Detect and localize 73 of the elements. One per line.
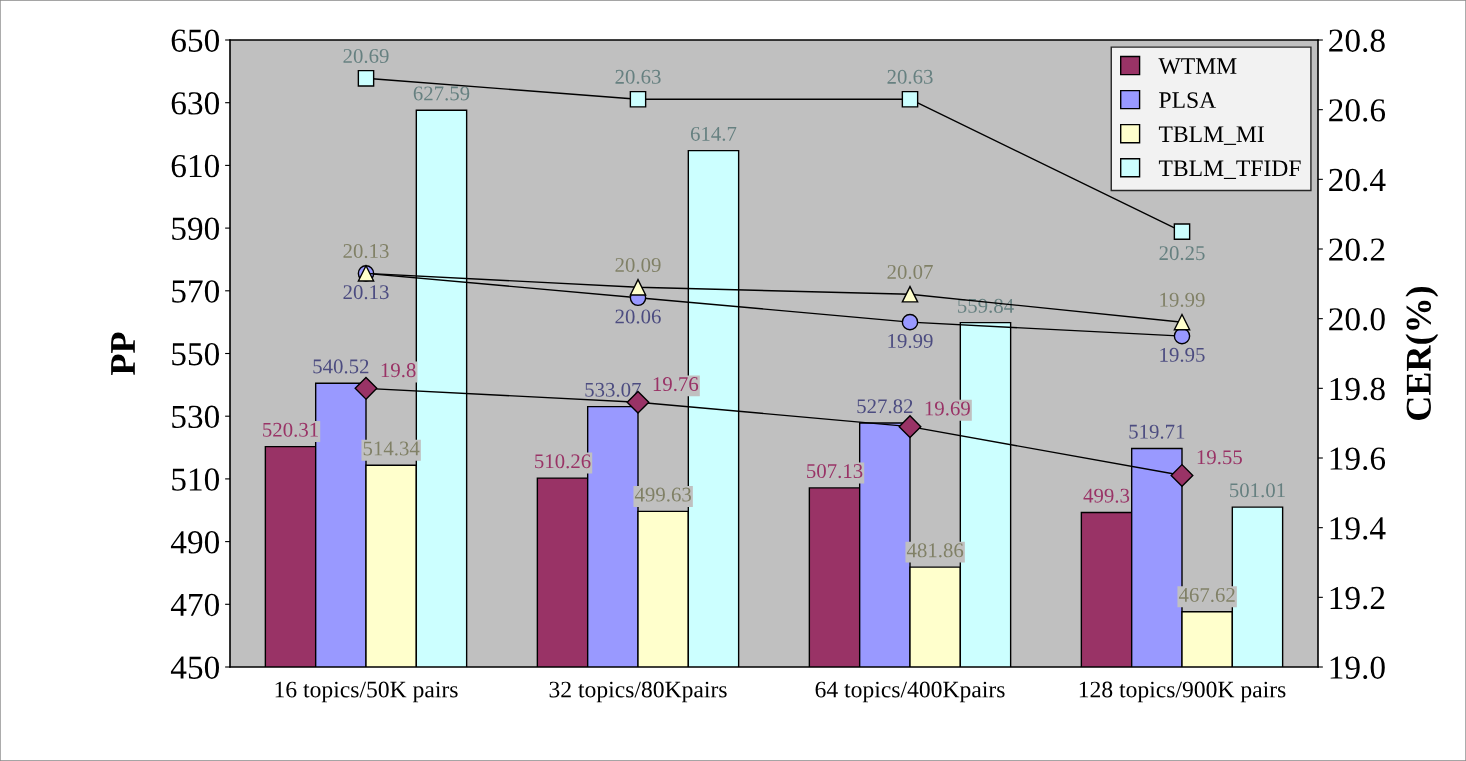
data-label: 507.13	[807, 464, 863, 479]
y-tick-label: 550	[172, 342, 220, 366]
data-label: 19.8	[381, 363, 416, 378]
data-label: 19.99	[888, 333, 933, 349]
y-tick-label: 610	[171, 154, 220, 178]
y2-tick-label: 19.0	[1330, 656, 1385, 680]
legend-label: WTMM	[1158, 58, 1237, 75]
data-label: 20.09	[615, 257, 661, 273]
y-tick-label: 470	[170, 593, 220, 617]
data-label: 499.3	[1083, 488, 1130, 503]
legend-label: TBLM_MI	[1158, 126, 1264, 145]
legend-label: PLSA	[1159, 92, 1217, 109]
legend-label: TBLM_TFIDF	[1158, 160, 1301, 180]
point	[629, 90, 647, 108]
data-label: 499.63	[634, 487, 691, 502]
y-tick-label: 570	[172, 280, 220, 303]
data-label: 20.69	[343, 48, 389, 64]
y-tick-label: 650	[171, 29, 220, 52]
data-label: 19.76	[653, 377, 699, 392]
point	[898, 415, 922, 439]
x-tick-label: 64 topics/400Kpairs	[815, 681, 1005, 703]
y2-tick-label: 19.8	[1330, 377, 1385, 401]
x-tick-label: 128 topics/900K pairs	[1079, 681, 1286, 703]
data-label: 514.34	[363, 441, 420, 456]
data-label: 627.59	[413, 86, 470, 101]
y2-tick-label: 19.6	[1330, 447, 1386, 471]
y2-tick-label: 20.6	[1329, 99, 1386, 122]
point	[901, 313, 919, 331]
point	[1170, 463, 1194, 487]
y2-tick-label: 20.4	[1329, 168, 1386, 192]
point	[629, 278, 647, 296]
data-label: 510.26	[535, 454, 591, 469]
data-label: 467.62	[1178, 587, 1235, 603]
data-label: 19.99	[1160, 292, 1205, 307]
data-label: 501.01	[1230, 483, 1285, 498]
point	[1173, 313, 1191, 331]
y2-tick-label: 20.8	[1329, 29, 1385, 53]
data-label: 20.07	[887, 264, 933, 280]
data-label: 533.07	[585, 382, 641, 397]
data-label: 520.31	[263, 422, 318, 437]
point	[901, 90, 919, 108]
data-label: 519.71	[1129, 424, 1185, 439]
data-label: 527.82	[857, 399, 913, 414]
data-label: 20.63	[615, 69, 661, 84]
data-label: 20.63	[887, 69, 933, 84]
x-tick-label: 16 topics/50K pairs	[275, 681, 458, 703]
data-label: 19.69	[925, 401, 970, 416]
y2-axis-title: CER(%)	[1405, 286, 1439, 420]
data-label: 20.25	[1159, 246, 1205, 261]
y-tick-label: 590	[172, 217, 220, 240]
data-label: 20.13	[343, 285, 389, 300]
data-label: 19.95	[1160, 347, 1205, 362]
data-label: 614.7	[690, 126, 737, 141]
point	[901, 285, 919, 303]
data-label: 481.86	[906, 543, 964, 558]
y-tick-label: 630	[171, 92, 220, 115]
y2-tick-label: 20.2	[1329, 238, 1385, 262]
y-tick-label: 490	[170, 531, 220, 554]
y-tick-label: 450	[170, 656, 220, 679]
x-tick-label: 32 topics/80Kpairs	[549, 681, 727, 703]
point	[1173, 223, 1191, 240]
y2-tick-label: 20.0	[1329, 308, 1385, 331]
point	[354, 376, 378, 400]
y-axis-title: PP	[111, 332, 135, 375]
point	[357, 69, 375, 87]
data-label: 540.52	[313, 359, 369, 374]
data-label: 19.55	[1197, 450, 1242, 465]
y-tick-label: 510	[172, 468, 220, 491]
y2-tick-label: 19.4	[1330, 517, 1386, 540]
y2-tick-label: 19.2	[1330, 586, 1385, 610]
data-label: 20.06	[615, 309, 661, 324]
data-label: 20.13	[343, 243, 389, 259]
y-tick-label: 530	[172, 405, 220, 429]
